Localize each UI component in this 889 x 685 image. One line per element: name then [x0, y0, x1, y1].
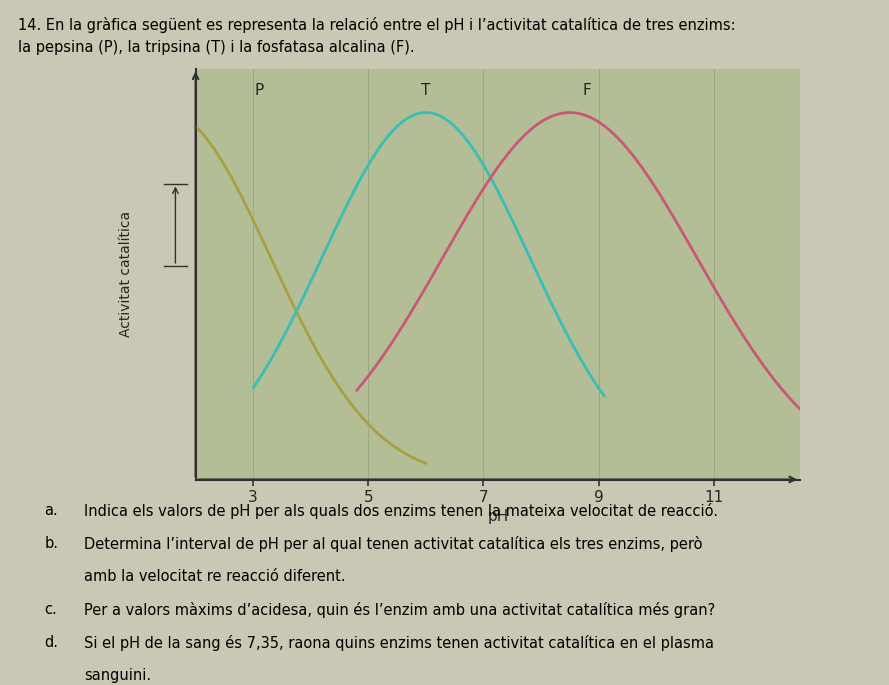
Text: amb la velocitat re reacció diferent.: amb la velocitat re reacció diferent. [84, 569, 346, 584]
Text: F: F [582, 83, 591, 98]
Text: la pepsina (P), la tripsina (T) i la fosfatasa alcalina (F).: la pepsina (P), la tripsina (T) i la fos… [18, 40, 414, 55]
Text: T: T [421, 83, 430, 98]
Text: Indica els valors de pH per als quals dos enzims tenen la mateixa velocitat de r: Indica els valors de pH per als quals do… [84, 503, 718, 519]
Text: d.: d. [44, 635, 59, 650]
Text: Per a valors màxims d’acidesa, quin és l’enzim amb una activitat catalítica més : Per a valors màxims d’acidesa, quin és l… [84, 602, 716, 618]
Text: Activitat catalítica: Activitat catalítica [119, 211, 133, 337]
Text: c.: c. [44, 602, 57, 617]
Text: a.: a. [44, 503, 58, 519]
Text: 14. En la gràfica següent es representa la relació entre el pH i l’activitat cat: 14. En la gràfica següent es representa … [18, 17, 735, 33]
Text: Si el pH de la sang és 7,35, raona quins enzims tenen activitat catalítica en el: Si el pH de la sang és 7,35, raona quins… [84, 635, 715, 651]
X-axis label: pH: pH [487, 509, 509, 524]
Text: b.: b. [44, 536, 59, 551]
Text: Determina l’interval de pH per al qual tenen activitat catalítica els tres enzim: Determina l’interval de pH per al qual t… [84, 536, 703, 552]
Text: sanguini.: sanguini. [84, 668, 152, 683]
Text: P: P [254, 83, 263, 98]
